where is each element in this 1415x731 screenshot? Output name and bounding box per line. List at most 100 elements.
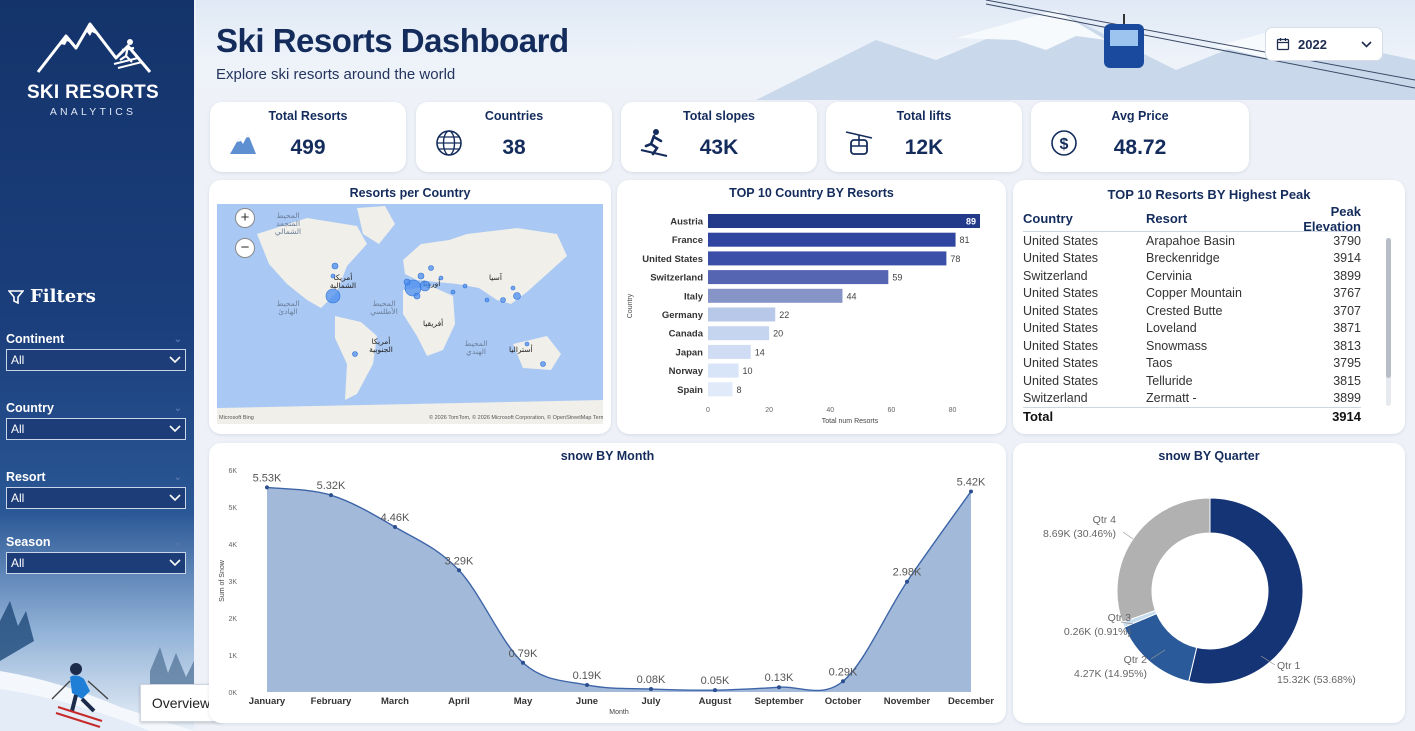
season-filter-label: Season xyxy=(6,535,51,549)
map-label-australia: أستراليا xyxy=(509,345,533,354)
month-tick-label: September xyxy=(754,696,803,707)
table-row[interactable]: United States Breckenridge 3914 xyxy=(1023,250,1361,268)
snow-data-label: 0.79K xyxy=(509,648,538,660)
country-bar-chart: Austria 89 France 81 United States 78 Switzerl… xyxy=(627,214,980,425)
snow-data-label: 0.08K xyxy=(637,674,666,686)
y-tick-label: 3K xyxy=(228,579,237,586)
snow-data-label: 0.19K xyxy=(573,670,602,682)
season-value: All xyxy=(11,556,25,570)
zoom-in-button[interactable]: + xyxy=(235,208,255,228)
continent-filter-label: Continent xyxy=(6,332,65,346)
table-scrollbar-thumb[interactable] xyxy=(1386,238,1391,378)
bar-data-label: 78 xyxy=(950,254,960,264)
cell-country: United States xyxy=(1023,356,1099,371)
map-copyright[interactable]: © 2026 TomTom, © 2026 Microsoft Corporat… xyxy=(429,415,603,421)
y-tick-label: 0K xyxy=(228,690,237,697)
x-axis-label: Month xyxy=(609,709,629,716)
peak-table-title: TOP 10 Resorts BY Highest Peak xyxy=(1107,187,1311,202)
table-row[interactable]: United States Loveland 3871 xyxy=(1023,320,1361,338)
bar-category-label: Austria xyxy=(670,217,703,228)
y-tick-label: 5K xyxy=(228,505,237,512)
resort-filter: Resort ⌄ All xyxy=(6,470,186,509)
table-row[interactable]: United States Arapahoe Basin 3790 xyxy=(1023,232,1361,250)
zoom-out-button[interactable]: − xyxy=(235,238,255,258)
snow-point-april xyxy=(457,568,461,573)
collapse-chevron-icon[interactable]: ⌄ xyxy=(173,402,182,414)
mountain-icon xyxy=(230,134,256,154)
brand-subtitle: ANALYTICS xyxy=(49,106,137,118)
donut-leader-line xyxy=(1120,621,1134,625)
cell-country: United States xyxy=(1023,286,1099,301)
month-tick-label: December xyxy=(948,696,994,707)
collapse-chevron-icon[interactable]: ⌄ xyxy=(173,536,182,548)
chevron-down-icon xyxy=(169,494,181,502)
kpi-value: 38 xyxy=(502,136,526,159)
month-tick-label: July xyxy=(641,696,661,707)
bar-category-label: Norway xyxy=(669,366,704,377)
snow-data-label: 5.42K xyxy=(957,476,986,488)
table-row[interactable]: United States Snowmass 3813 xyxy=(1023,337,1361,355)
cell-country: United States xyxy=(1023,373,1099,388)
donut-value-label: 4.27K (14.95%) xyxy=(1074,668,1147,680)
month-tick-label: May xyxy=(514,696,533,707)
table-row[interactable]: United States Telluride 3815 xyxy=(1023,372,1361,390)
chevron-down-icon xyxy=(169,559,181,567)
snow-point-december xyxy=(969,489,973,494)
table-row[interactable]: United States Crested Butte 3707 xyxy=(1023,302,1361,320)
donut-category-label: Qtr 2 xyxy=(1124,654,1147,666)
bar-category-label: United States xyxy=(642,254,703,265)
y-tick-label: 4K xyxy=(228,542,237,549)
cell-resort: Zermatt - xyxy=(1146,391,1197,406)
cell-country: United States xyxy=(1023,233,1099,248)
bar-category-label: France xyxy=(672,235,703,246)
season-filter: Season ⌄ All xyxy=(6,535,186,574)
collapse-chevron-icon[interactable]: ⌄ xyxy=(173,471,182,483)
table-row[interactable]: United States Copper Mountain 3767 xyxy=(1023,285,1361,303)
table-body: United States Arapahoe Basin 3790 United St… xyxy=(1023,232,1361,407)
collapse-chevron-icon[interactable]: ⌄ xyxy=(173,333,182,345)
peak-table-panel: TOP 10 Resorts BY Highest Peak Country R… xyxy=(1013,180,1405,434)
bar-category-label: Japan xyxy=(676,347,704,358)
bar-data-label: 22 xyxy=(779,310,789,320)
resort-dropdown[interactable]: All xyxy=(6,487,186,509)
kpi-total-lifts: Total lifts 12K xyxy=(826,102,1022,172)
table-row[interactable]: United States Taos 3795 xyxy=(1023,355,1361,373)
donut-leader-line xyxy=(1260,655,1276,666)
snow-point-january xyxy=(265,485,269,490)
continent-dropdown[interactable]: All xyxy=(6,349,186,371)
snow-area-fill xyxy=(267,487,971,692)
month-tick-label: June xyxy=(576,696,598,707)
bar-norway xyxy=(708,363,739,378)
snow-data-label: 2.98K xyxy=(893,567,922,579)
x-axis-label: Total num Resorts xyxy=(822,418,879,425)
resort-value: All xyxy=(11,491,25,505)
table-row[interactable]: Switzerland Cervinia 3899 xyxy=(1023,267,1361,285)
resort-bubbles xyxy=(325,262,546,367)
donut-chart-title: snow BY Quarter xyxy=(1158,449,1260,463)
column-header-country[interactable]: Country xyxy=(1023,211,1073,226)
country-dropdown[interactable]: All xyxy=(6,418,186,440)
page-title: Ski Resorts Dashboard xyxy=(216,22,569,59)
bar-category-label: Canada xyxy=(669,329,704,340)
table-row[interactable]: Switzerland Zermatt - 3899 xyxy=(1023,390,1361,408)
bar-category-label: Italy xyxy=(684,291,704,302)
quarter-donut-chart: Qtr 1 15.32K (53.68%) Qtr 2 4.27K (14.95%) Q… xyxy=(1043,497,1356,686)
cell-resort: Taos xyxy=(1146,356,1173,371)
overview-tab[interactable]: Overview xyxy=(140,684,222,722)
month-tick-label: January xyxy=(249,696,286,707)
cell-resort: Copper Mountain xyxy=(1146,286,1242,301)
map-label-north-america: أمريكا الشمالية xyxy=(329,273,357,290)
month-tick-label: February xyxy=(311,696,352,707)
snow-data-label: 0.13K xyxy=(765,672,794,684)
country-filter-label: Country xyxy=(6,401,54,415)
chevron-down-icon xyxy=(1361,40,1372,48)
bar-spain xyxy=(708,382,733,397)
column-header-peak[interactable]: Peak Elevation xyxy=(1303,203,1361,234)
snow-point-november xyxy=(905,579,909,584)
column-header-resort[interactable]: Resort xyxy=(1146,211,1188,226)
season-dropdown[interactable]: All xyxy=(6,552,186,574)
bar-canada xyxy=(708,326,770,341)
year-dropdown[interactable]: 2022 xyxy=(1265,27,1383,61)
world-map[interactable]: + − أمريكا الشمالية أوروبا آسيا أفريقيا … xyxy=(217,204,603,424)
